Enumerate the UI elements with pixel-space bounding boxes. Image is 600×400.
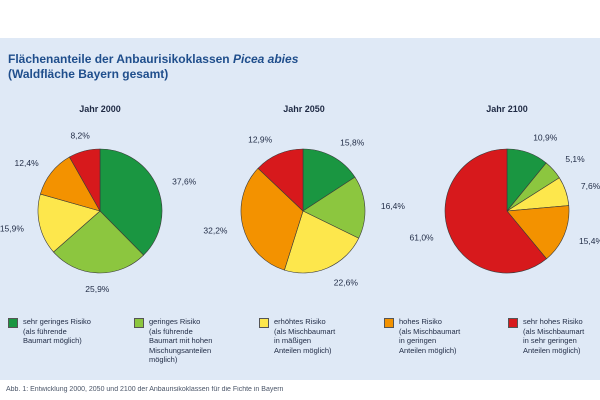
pie-2050-label-erhoehtes: 22,6% (334, 278, 359, 288)
pie-2000-slice-sehr-hohes (69, 148, 101, 213)
pie-2000-slice-geringes (53, 210, 144, 274)
legend-label: geringes Risiko (als führende Baumart mi… (149, 317, 213, 364)
pie-2100-label-sehr-geringes: 10,9% (533, 133, 558, 143)
pie-2000-label-sehr-hohes: 8,2% (70, 131, 90, 141)
pie-2050-slice-geringes (302, 176, 366, 239)
legend-swatch (8, 318, 18, 328)
pie-2000-label-geringes: 25,9% (85, 284, 110, 294)
pie-2050-label-sehr-geringes: 15,8% (340, 137, 365, 147)
pie-2050-slice-erhoehtes (284, 210, 360, 274)
pie-2050-label-hohes: 32,2% (203, 226, 228, 236)
pie-2050-slice-hohes (240, 167, 304, 271)
pie-2100-slice-hohes (506, 205, 570, 260)
pie-2050-label-sehr-hohes: 12,9% (248, 134, 273, 144)
legend-label: hohes Risiko (als Mischbaumart in gering… (399, 317, 461, 355)
legend-swatch (508, 318, 518, 328)
title-subtitle: (Waldfläche Bayern gesamt) (8, 67, 169, 81)
pie-2000-label-hohes: 12,4% (15, 158, 40, 168)
legend-swatch (259, 318, 269, 328)
pie-title-2100: Jahr 2100 (486, 104, 528, 114)
pie-2050-slice-sehr-hohes (257, 148, 304, 212)
figure-caption: Abb. 1: Entwicklung 2000, 2050 und 2100 … (6, 386, 284, 393)
pie-title-2050: Jahr 2050 (283, 104, 325, 114)
pie-2050-slice-sehr-geringes (302, 148, 356, 212)
title-species: Picea abies (232, 52, 299, 66)
chart-title: Flächenanteile der Anbaurisikoklassen Pi… (8, 52, 568, 82)
legend-label: sehr geringes Risiko (als führende Bauma… (23, 317, 91, 345)
legend-label: erhöhtes Risiko (als Mischbaumart in mäß… (274, 317, 336, 355)
legend-label: sehr hohes Risiko (als Mischbaumart in s… (523, 317, 585, 355)
legend-swatch (384, 318, 394, 328)
legend-swatch (134, 318, 144, 328)
pie-2100-label-hohes: 15,4% (579, 236, 600, 246)
pie-2100-slice-sehr-hohes (444, 148, 547, 274)
title-prefix: Flächenanteile der Anbaurisikoklassen (8, 52, 233, 66)
pie-title-2000: Jahr 2000 (79, 104, 121, 114)
pie-2050-label-geringes: 16,4% (381, 201, 406, 211)
pie-2000-label-sehr-geringes: 37,6% (172, 176, 197, 186)
pie-2000-slice-sehr-geringes (99, 148, 163, 256)
pie-2100-label-sehr-hohes: 61,0% (410, 232, 435, 242)
pie-2000-label-erhoehtes: 15,9% (0, 223, 24, 233)
pie-2100-label-erhoehtes: 7,6% (581, 181, 600, 191)
pie-2100-label-geringes: 5,1% (565, 154, 585, 164)
pie-2000-slice-erhoehtes (37, 193, 101, 253)
